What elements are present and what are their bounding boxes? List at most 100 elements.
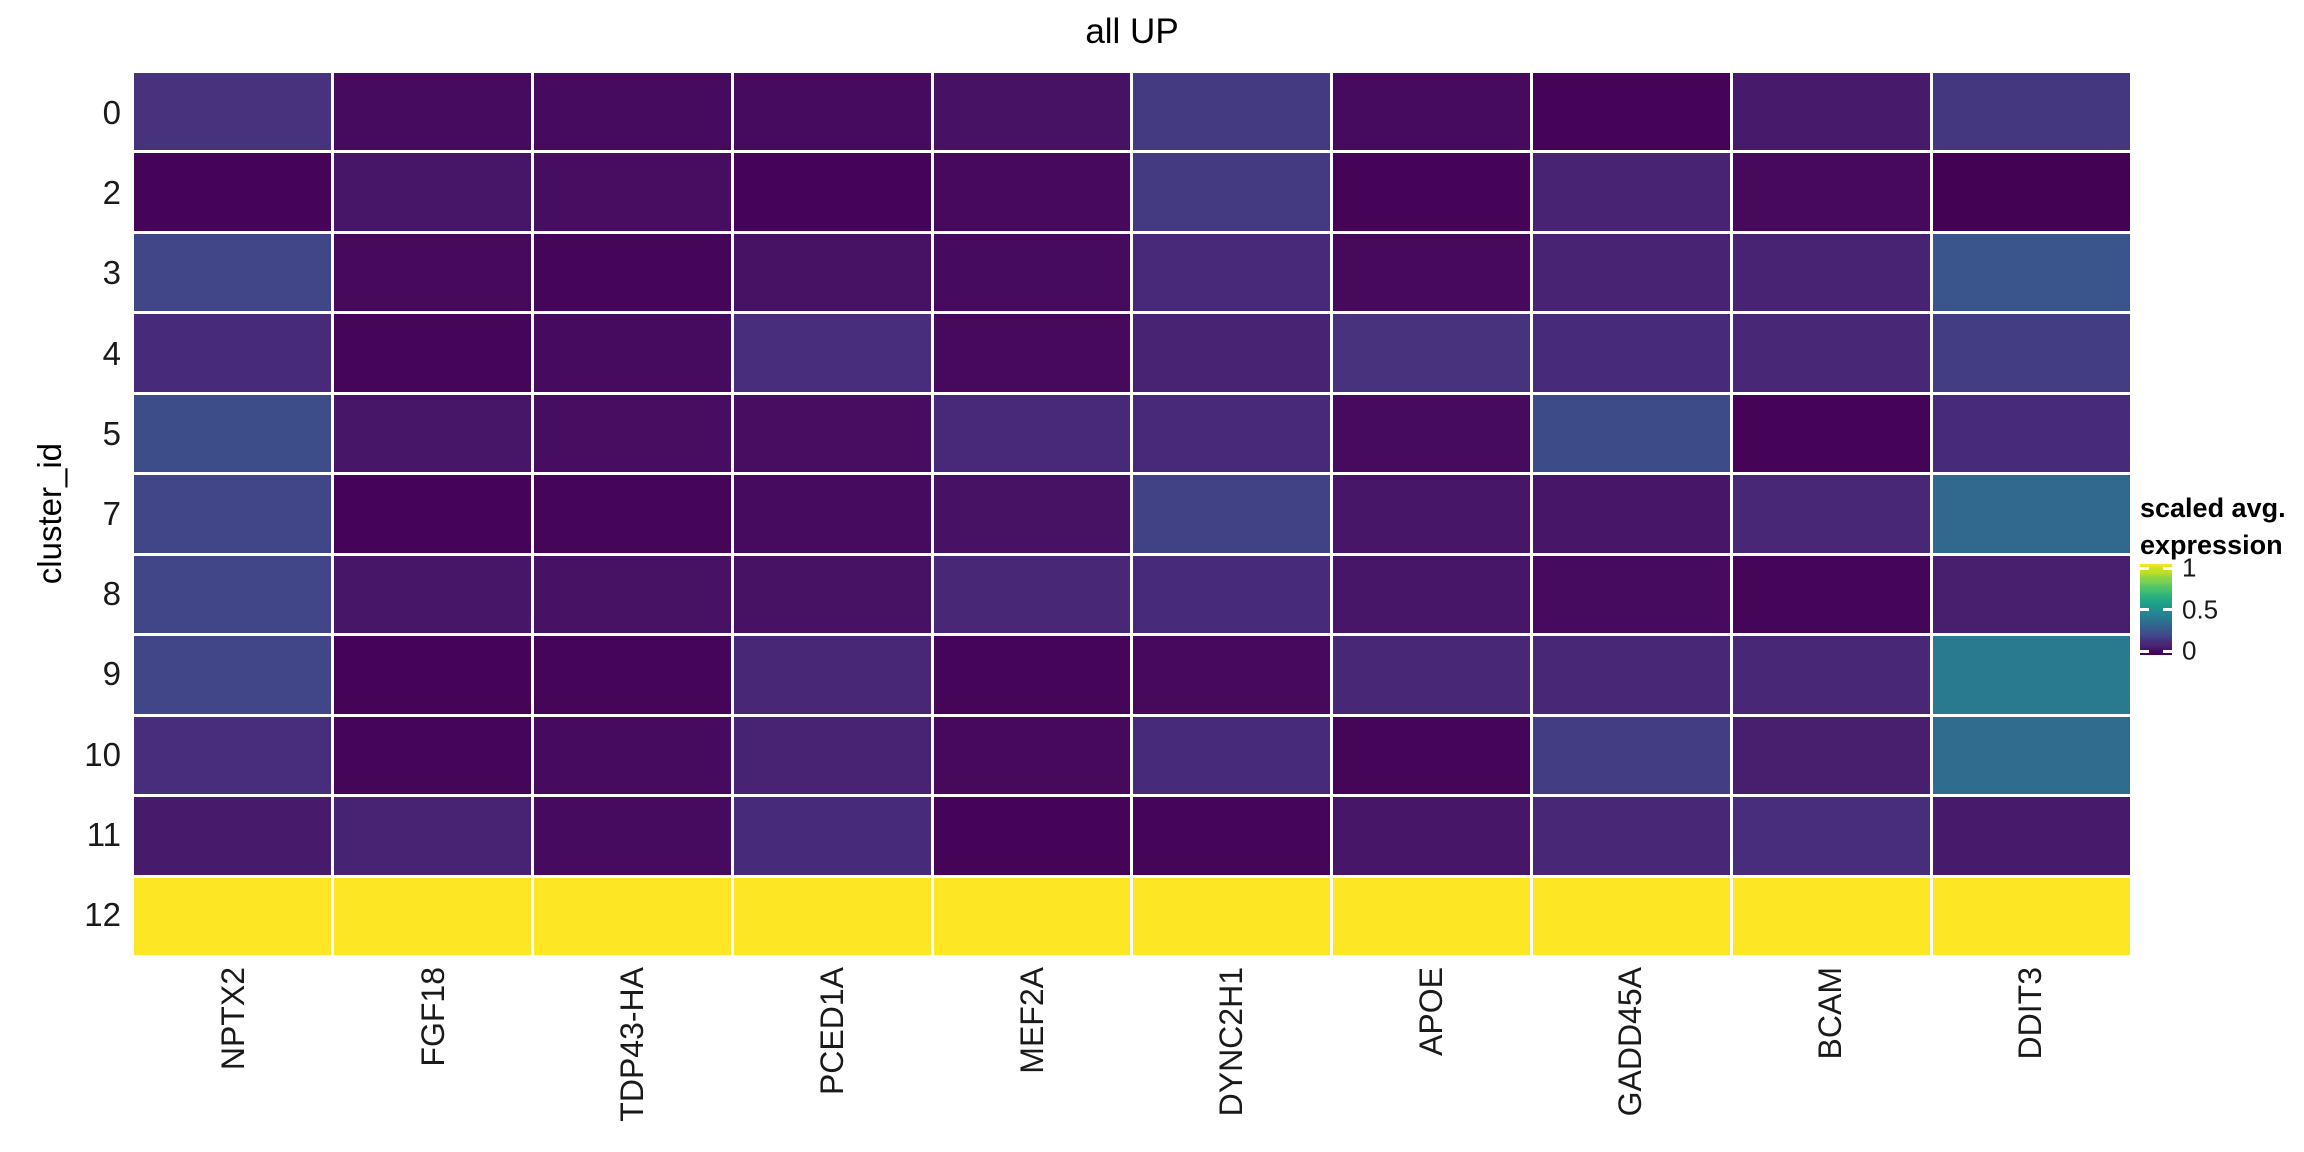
heatmap-cell bbox=[1533, 394, 1731, 473]
colorbar-legend: scaled avg. expression 1 0.5 0 bbox=[2140, 490, 2304, 666]
y-axis-tick-labels: 0 2 3 4 5 7 8 9 10 11 12 bbox=[0, 73, 121, 955]
heatmap-cell bbox=[1133, 475, 1331, 553]
heatmap-cell bbox=[333, 716, 531, 795]
x-tick-label: APOE bbox=[1412, 967, 1449, 1056]
heatmap-cell bbox=[1333, 394, 1531, 473]
x-tick-label: BCAM bbox=[1812, 967, 1849, 1060]
heatmap-cell bbox=[1733, 314, 1931, 392]
x-tick-slot: BCAM bbox=[1731, 967, 1931, 1149]
heatmap-cell bbox=[1933, 716, 2130, 795]
heatmap-cell bbox=[733, 233, 931, 312]
heatmap-cell bbox=[933, 475, 1131, 553]
heatmap-cell bbox=[1933, 877, 2130, 955]
x-axis-tick-labels: NPTX2 FGF18 TDP43-HA PCED1A MEF2A DYNC2H1 APOE… bbox=[134, 967, 2130, 1149]
heatmap-cell bbox=[533, 636, 731, 714]
heatmap-cell bbox=[533, 153, 731, 231]
heatmap-cell bbox=[733, 716, 931, 795]
heatmap-cell bbox=[1533, 73, 1731, 151]
heatmap-cell bbox=[533, 555, 731, 634]
colorbar-tick-mark bbox=[2163, 566, 2172, 570]
x-tick-label: PCED1A bbox=[814, 967, 851, 1096]
y-tick-label: 2 bbox=[102, 174, 121, 212]
legend-title: scaled avg. expression bbox=[2140, 490, 2304, 564]
heatmap-cell bbox=[1733, 475, 1931, 553]
y-tick-label: 3 bbox=[102, 254, 121, 292]
y-tick-label: 0 bbox=[102, 94, 121, 132]
heatmap-cell bbox=[1533, 797, 1731, 875]
heatmap-cell bbox=[1733, 555, 1931, 634]
heatmap-cell bbox=[1933, 314, 2130, 392]
heatmap-cell bbox=[1733, 153, 1931, 231]
heatmap-cell bbox=[134, 716, 331, 795]
x-tick-label: GADD45A bbox=[1612, 967, 1649, 1117]
heatmap-cell bbox=[1533, 636, 1731, 714]
colorbar-gradient: 1 0.5 0 bbox=[2140, 553, 2218, 666]
heatmap-cell bbox=[1933, 797, 2130, 875]
heatmap-cell bbox=[533, 877, 731, 955]
heatmap-cell bbox=[733, 314, 931, 392]
heatmap-cell bbox=[1533, 475, 1731, 553]
heatmap-cell bbox=[333, 153, 531, 231]
heatmap-cell bbox=[533, 716, 731, 795]
heatmap-cell bbox=[733, 797, 931, 875]
heatmap-cell bbox=[1333, 716, 1531, 795]
heatmap-cell bbox=[733, 73, 931, 151]
heatmap-cell bbox=[933, 555, 1131, 634]
heatmap-cell bbox=[1133, 153, 1331, 231]
y-tick-label: 10 bbox=[84, 735, 121, 773]
heatmap-cell bbox=[1533, 314, 1731, 392]
heatmap-cell bbox=[1133, 877, 1331, 955]
heatmap-cell bbox=[1333, 153, 1531, 231]
x-tick-label: NPTX2 bbox=[215, 967, 252, 1071]
y-tick-label: 9 bbox=[102, 655, 121, 693]
heatmap-cell bbox=[1733, 394, 1931, 473]
y-tick-label: 7 bbox=[102, 494, 121, 532]
heatmap-cell bbox=[1133, 314, 1331, 392]
heatmap-cell bbox=[1933, 555, 2130, 634]
heatmap-cell bbox=[933, 73, 1131, 151]
heatmap-cell bbox=[134, 314, 331, 392]
heatmap-cell bbox=[1133, 394, 1331, 473]
heatmap-cell bbox=[333, 636, 531, 714]
heatmap-cell bbox=[333, 797, 531, 875]
heatmap-cell bbox=[333, 555, 531, 634]
colorbar-tick-mark bbox=[2163, 649, 2172, 653]
x-tick-slot: NPTX2 bbox=[134, 967, 334, 1149]
heatmap-cell bbox=[1133, 73, 1331, 151]
x-tick-label: DDIT3 bbox=[2011, 967, 2048, 1060]
heatmap-cell bbox=[933, 797, 1131, 875]
y-tick-label: 4 bbox=[102, 334, 121, 372]
heatmap-cell bbox=[1133, 555, 1331, 634]
colorbar-tick-label: 0 bbox=[2182, 635, 2197, 666]
heatmap-cell bbox=[1333, 475, 1531, 553]
heatmap-cell bbox=[134, 877, 331, 955]
heatmap-cell bbox=[333, 73, 531, 151]
heatmap-cell bbox=[933, 716, 1131, 795]
heatmap-cell bbox=[333, 475, 531, 553]
x-tick-slot: FGF18 bbox=[334, 967, 534, 1149]
colorbar-tick-label: 1 bbox=[2182, 552, 2197, 583]
x-tick-label: FGF18 bbox=[414, 967, 451, 1067]
colorbar-tick-mark bbox=[2140, 649, 2149, 653]
heatmap-cell bbox=[533, 233, 731, 312]
heatmap-cell bbox=[933, 394, 1131, 473]
heatmap-cell bbox=[1533, 153, 1731, 231]
heatmap-cell bbox=[933, 314, 1131, 392]
heatmap-cell bbox=[134, 153, 331, 231]
heatmap-cell bbox=[333, 877, 531, 955]
heatmap-cell bbox=[1333, 233, 1531, 312]
colorbar-tick-mark bbox=[2140, 608, 2149, 612]
heatmap-cell bbox=[333, 394, 531, 473]
heatmap-cell bbox=[1133, 636, 1331, 714]
heatmap-cell bbox=[1133, 716, 1331, 795]
heatmap-cell bbox=[1333, 555, 1531, 634]
heatmap-cell bbox=[733, 475, 931, 553]
colorbar-tick-mark bbox=[2163, 608, 2172, 612]
heatmap-cell bbox=[933, 233, 1131, 312]
heatmap-cell bbox=[1933, 394, 2130, 473]
heatmap-cell bbox=[134, 475, 331, 553]
y-tick-label: 11 bbox=[86, 815, 121, 853]
heatmap-cell bbox=[1533, 716, 1731, 795]
y-tick-label: 5 bbox=[102, 414, 121, 452]
